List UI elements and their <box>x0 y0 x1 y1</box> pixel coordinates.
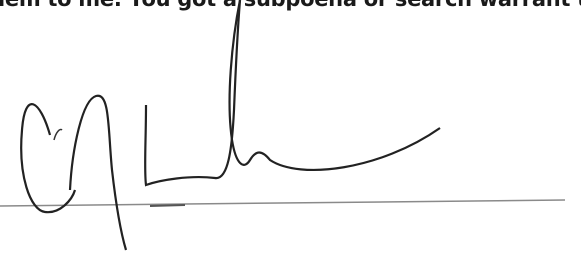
signature-line-overlap <box>150 205 185 206</box>
signature-stroke <box>70 96 126 250</box>
signature-stroke <box>230 0 440 170</box>
signature-stroke <box>54 129 62 140</box>
signature-line <box>0 200 565 206</box>
signature-stroke <box>145 0 240 185</box>
signature <box>0 0 581 256</box>
document-page: lem to me. You got a subpoena or search … <box>0 0 581 256</box>
signature-stroke <box>21 104 75 212</box>
